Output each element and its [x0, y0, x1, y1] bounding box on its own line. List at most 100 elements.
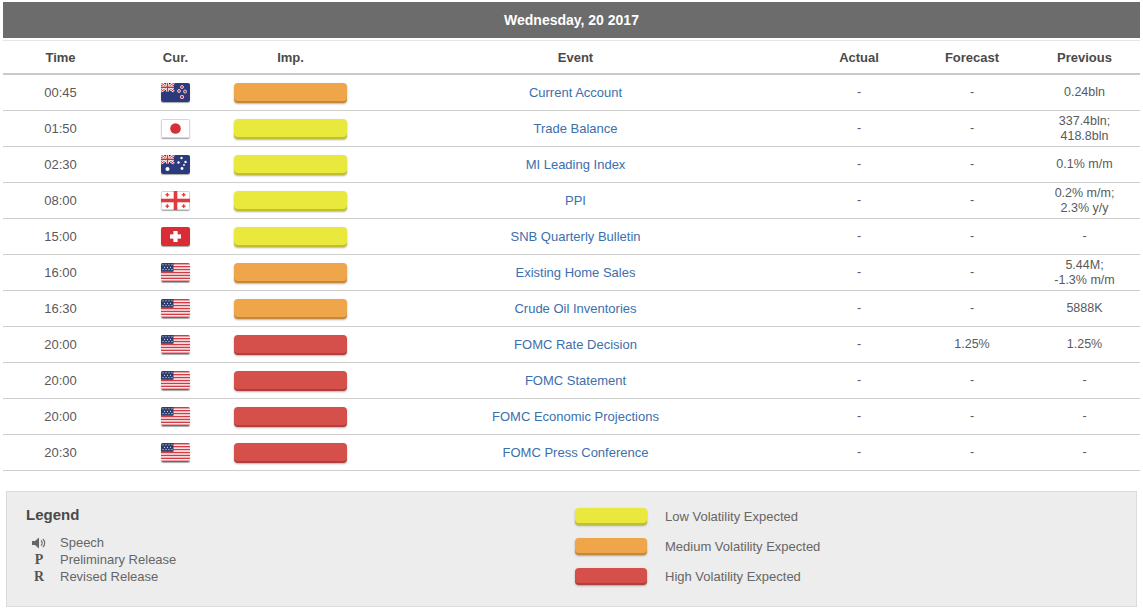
- forecast-value: 1.25%: [915, 327, 1029, 363]
- flag-united-states-icon: [161, 335, 190, 354]
- event-time: 20:00: [3, 363, 118, 399]
- event-time: 08:00: [3, 183, 118, 219]
- column-header-row: Time Cur. Imp. Event Actual Forecast Pre…: [3, 41, 1140, 75]
- event-link[interactable]: FOMC Statement: [525, 373, 626, 388]
- flag-new-zealand-icon: [161, 83, 190, 102]
- actual-value: -: [803, 435, 915, 471]
- previous-value: 0.2% m/m; 2.3% y/y: [1029, 183, 1140, 219]
- forecast-value: -: [915, 74, 1029, 111]
- previous-value: -: [1029, 363, 1140, 399]
- legend-volatility-label: Low Volatility Expected: [647, 509, 798, 524]
- previous-value: 0.1% m/m: [1029, 147, 1140, 183]
- event-link[interactable]: MI Leading Index: [526, 157, 626, 172]
- event-link[interactable]: FOMC Press Conference: [503, 445, 649, 460]
- forecast-value: -: [915, 363, 1029, 399]
- forecast-value: -: [915, 435, 1029, 471]
- flag-georgia-icon: [161, 191, 190, 210]
- event-link[interactable]: Current Account: [529, 85, 622, 100]
- event-time: 20:00: [3, 327, 118, 363]
- legend-item-label: Revised Release: [52, 569, 158, 584]
- flag-united-states-icon: [161, 299, 190, 318]
- letter-p-icon: P: [26, 552, 52, 568]
- previous-value: 5.44M; -1.3% m/m: [1029, 255, 1140, 291]
- actual-value: -: [803, 255, 915, 291]
- event-row: 15:00 SNB Quarterly Bulletin - - -: [3, 219, 1140, 255]
- letter-r-icon: R: [26, 569, 52, 585]
- previous-value: -: [1029, 399, 1140, 435]
- actual-value: -: [803, 183, 915, 219]
- legend-item-label: Speech: [52, 535, 104, 550]
- column-header-time: Time: [3, 41, 118, 75]
- actual-value: -: [803, 399, 915, 435]
- importance-bar-medium: [234, 83, 347, 103]
- column-header-currency: Cur.: [118, 41, 233, 75]
- previous-value: 5888K: [1029, 291, 1140, 327]
- importance-bar-high: [234, 407, 347, 427]
- column-header-actual: Actual: [803, 41, 915, 75]
- flag-united-states-icon: [161, 371, 190, 390]
- event-row: 08:00 PPI - - 0.2% m/m; 2.3% y/y: [3, 183, 1140, 219]
- event-link[interactable]: SNB Quarterly Bulletin: [510, 229, 640, 244]
- forecast-value: -: [915, 255, 1029, 291]
- event-row: 20:00 FOMC Rate Decision - 1.25% 1.25%: [3, 327, 1140, 363]
- event-link[interactable]: FOMC Rate Decision: [514, 337, 637, 352]
- event-time: 20:00: [3, 399, 118, 435]
- flag-united-states-icon: [161, 263, 190, 282]
- event-link[interactable]: PPI: [565, 193, 586, 208]
- forecast-value: -: [915, 183, 1029, 219]
- legend-title: Legend: [26, 506, 79, 523]
- previous-value: 337.4bln; 418.8bln: [1029, 111, 1140, 147]
- event-link[interactable]: Trade Balance: [533, 121, 617, 136]
- event-time: 02:30: [3, 147, 118, 183]
- importance-bar-low: [234, 119, 347, 139]
- actual-value: -: [803, 219, 915, 255]
- event-time: 16:00: [3, 255, 118, 291]
- legend-symbols: Speech P Preliminary Release R Revised R…: [26, 534, 176, 585]
- actual-value: -: [803, 74, 915, 111]
- flag-japan-icon: [161, 119, 190, 138]
- event-row: 20:00 FOMC Statement - - -: [3, 363, 1140, 399]
- flag-united-states-icon: [161, 443, 190, 462]
- event-time: 01:50: [3, 111, 118, 147]
- legend-item-label: Preliminary Release: [52, 552, 176, 567]
- event-link[interactable]: Existing Home Sales: [516, 265, 636, 280]
- forecast-value: -: [915, 399, 1029, 435]
- event-link[interactable]: Crude Oil Inventories: [514, 301, 636, 316]
- event-row: 16:00 Existing Home Sales - - 5.44M; -1.…: [3, 255, 1140, 291]
- legend-panel: Legend Speech P Preliminary Release R Re…: [6, 491, 1137, 607]
- importance-bar-high: [234, 443, 347, 463]
- forecast-value: -: [915, 291, 1029, 327]
- event-time: 00:45: [3, 74, 118, 111]
- actual-value: -: [803, 147, 915, 183]
- previous-value: 1.25%: [1029, 327, 1140, 363]
- legend-item-revised: R Revised Release: [26, 568, 176, 585]
- event-row: 20:30 FOMC Press Conference - - -: [3, 435, 1140, 471]
- actual-value: -: [803, 111, 915, 147]
- legend-volatility-label: High Volatility Expected: [647, 569, 801, 584]
- event-time: 16:30: [3, 291, 118, 327]
- economic-calendar: Wednesday, 20 2017 Time Cur. Imp. Event …: [0, 0, 1143, 607]
- column-header-event: Event: [348, 41, 803, 75]
- column-header-previous: Previous: [1029, 41, 1140, 75]
- legend-item-speech: Speech: [26, 534, 176, 551]
- legend-item-preliminary: P Preliminary Release: [26, 551, 176, 568]
- importance-bar-low: [234, 155, 347, 175]
- high-volatility-swatch: [575, 568, 647, 585]
- event-time: 20:30: [3, 435, 118, 471]
- importance-bar-low: [234, 191, 347, 211]
- low-volatility-swatch: [575, 508, 647, 525]
- column-header-forecast: Forecast: [915, 41, 1029, 75]
- calendar-table: Time Cur. Imp. Event Actual Forecast Pre…: [3, 40, 1140, 471]
- date-header: Wednesday, 20 2017: [3, 2, 1140, 38]
- importance-bar-high: [234, 371, 347, 391]
- legend-volatility-label: Medium Volatility Expected: [647, 539, 820, 554]
- event-row: 20:00 FOMC Economic Projections - - -: [3, 399, 1140, 435]
- event-link[interactable]: FOMC Economic Projections: [492, 409, 659, 424]
- event-row: 02:30 MI Leading Index - - 0.1% m/m: [3, 147, 1140, 183]
- event-row: 16:30 Crude Oil Inventories - - 5888K: [3, 291, 1140, 327]
- previous-value: -: [1029, 435, 1140, 471]
- legend-volatility-low: Low Volatility Expected: [575, 508, 798, 525]
- speaker-icon: [26, 534, 52, 552]
- event-time: 15:00: [3, 219, 118, 255]
- importance-bar-high: [234, 335, 347, 355]
